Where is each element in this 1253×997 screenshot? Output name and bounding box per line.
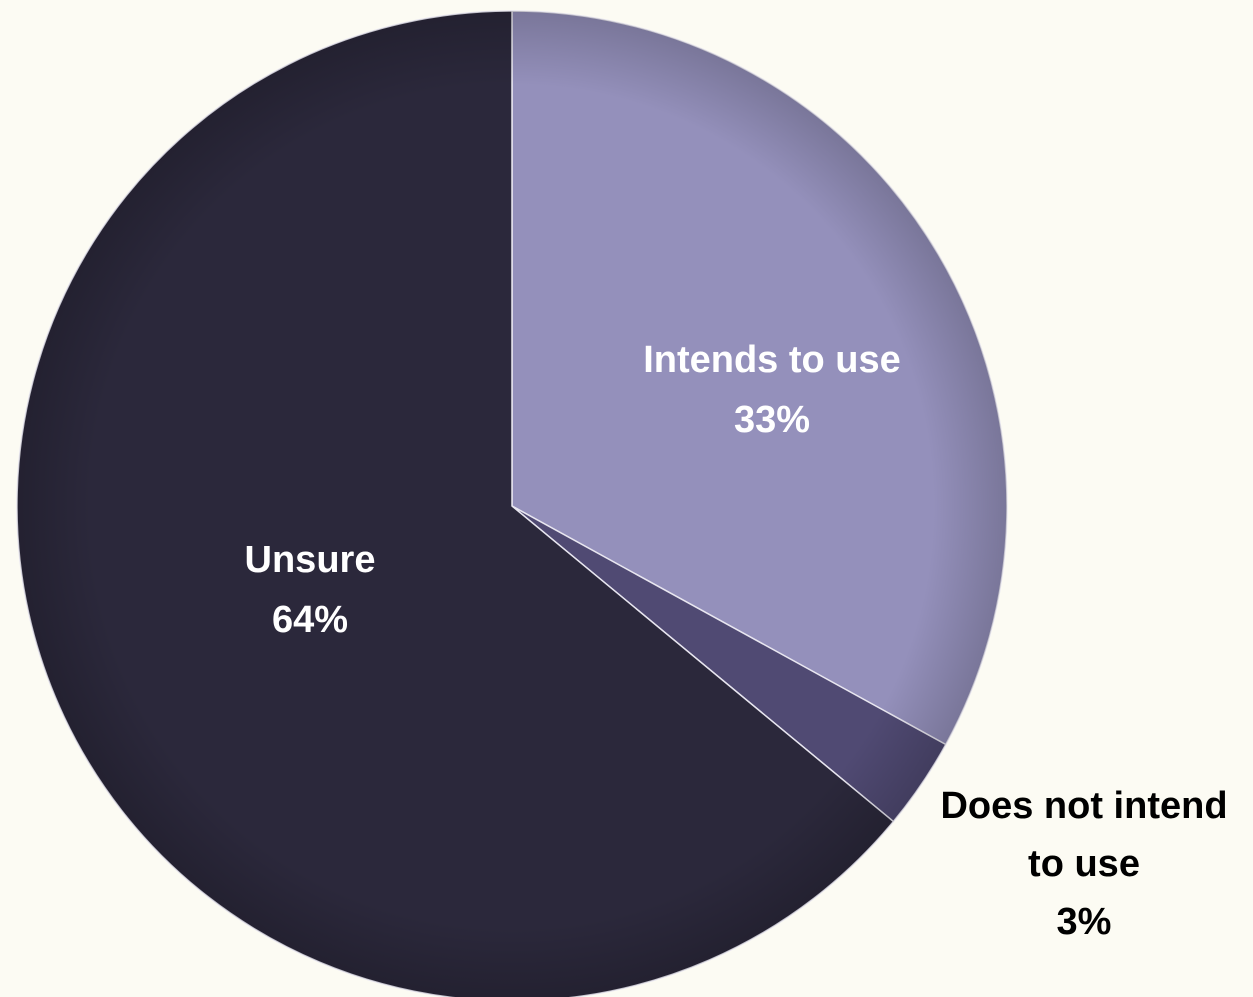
slice-value-does-not-intend-to-use: 3% (1057, 901, 1112, 943)
slices-layer (16, 10, 1008, 997)
slice-name-does-not-intend-to-use: Does not intend (940, 785, 1227, 827)
slice-label-intends-to-use: Intends to use 33% (643, 339, 901, 441)
slice-value-intends-to-use: 33% (734, 399, 810, 441)
slice-label-unsure: Unsure 64% (245, 539, 376, 641)
slice-name-unsure: Unsure (245, 539, 376, 581)
slice-name-does-not-intend-to-use: to use (1028, 843, 1140, 885)
slice-value-unsure: 64% (272, 599, 348, 641)
labels-layer: Intends to use 33% Does not intend to use 3%… (245, 339, 1228, 943)
slice-name-intends-to-use: Intends to use (643, 339, 901, 381)
slice-label-does-not-intend-to-use: Does not intend to use 3% (940, 785, 1227, 943)
